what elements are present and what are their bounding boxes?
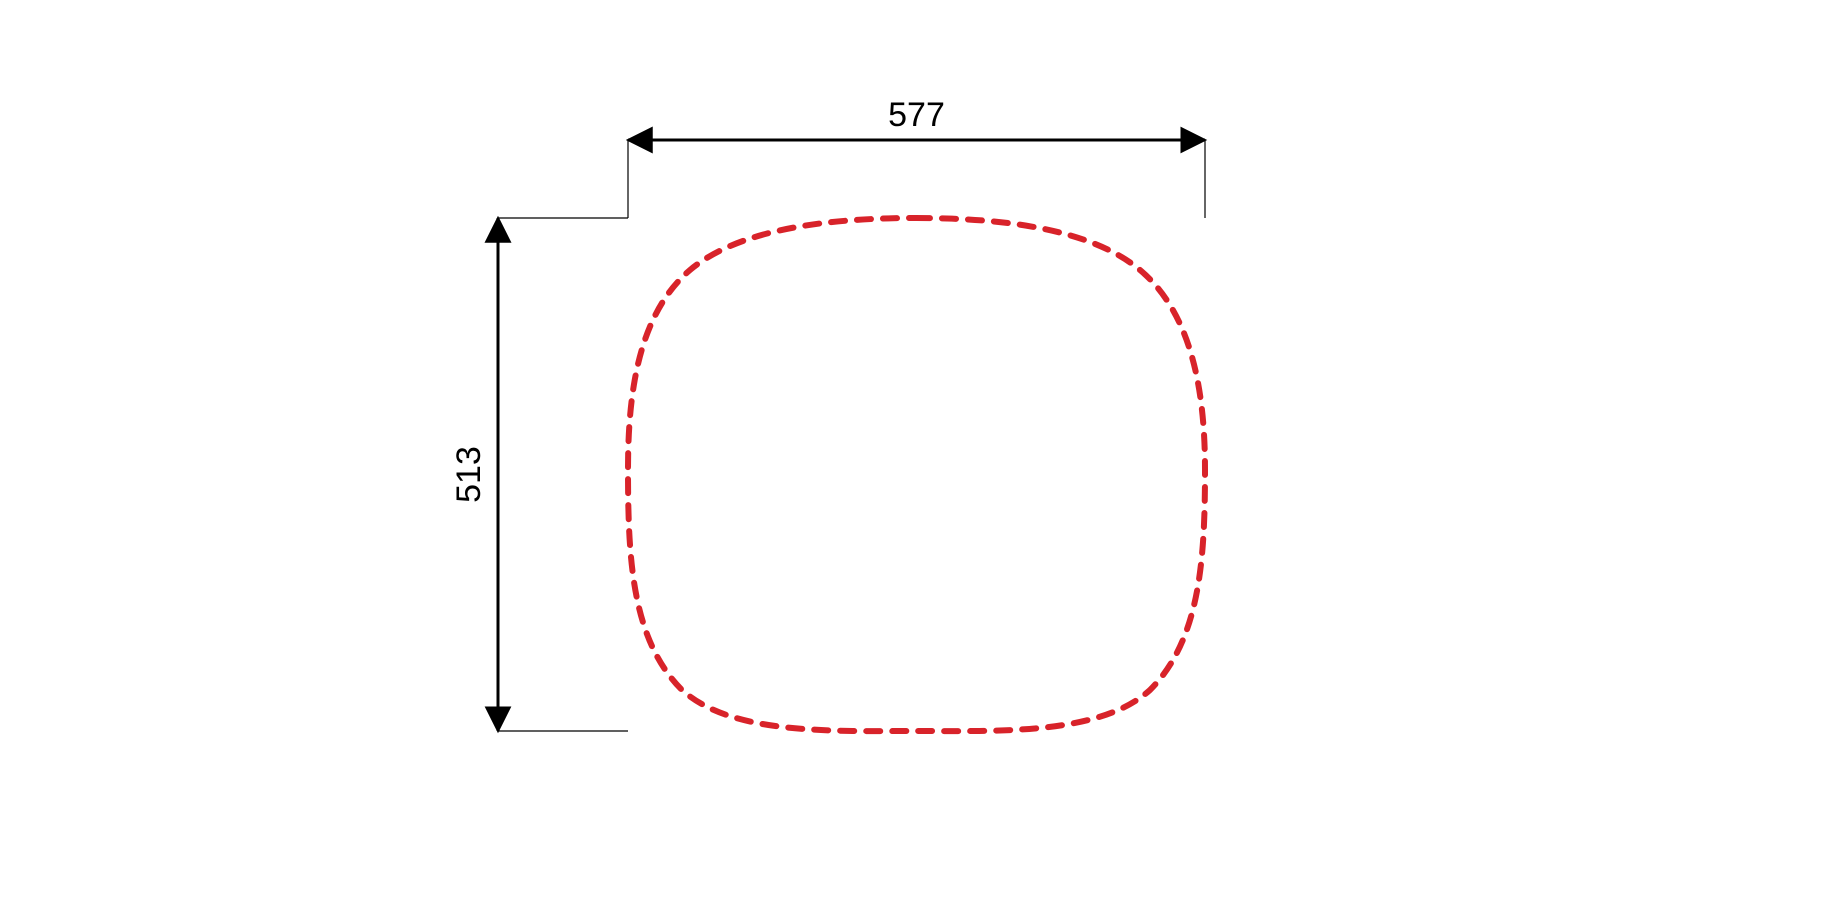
width-dimension-label: 577	[888, 96, 945, 134]
outline-shape	[628, 218, 1205, 731]
height-dimension-label: 513	[450, 446, 488, 503]
technical-drawing: 577 513	[0, 0, 1848, 923]
